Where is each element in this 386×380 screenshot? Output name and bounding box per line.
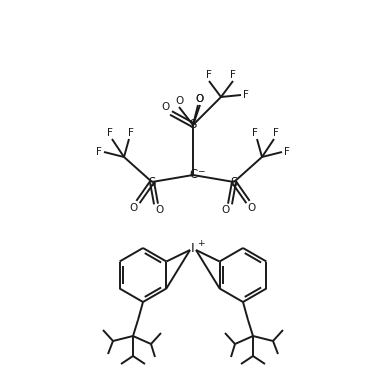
- Text: O: O: [156, 205, 164, 215]
- Text: F: F: [284, 147, 290, 157]
- Text: S: S: [189, 119, 197, 131]
- Text: F: F: [96, 147, 102, 157]
- Text: S: S: [148, 176, 156, 188]
- Text: −: −: [197, 166, 205, 176]
- Text: S: S: [230, 176, 238, 188]
- Text: O: O: [130, 203, 138, 213]
- Text: F: F: [206, 70, 212, 80]
- Text: O: O: [196, 94, 204, 104]
- Text: F: F: [273, 128, 279, 138]
- Text: O: O: [175, 96, 183, 106]
- Text: F: F: [107, 128, 113, 138]
- Text: O: O: [196, 94, 204, 104]
- Text: F: F: [128, 128, 134, 138]
- Text: O: O: [222, 205, 230, 215]
- Text: F: F: [230, 70, 236, 80]
- Text: I: I: [191, 242, 195, 255]
- Text: F: F: [252, 128, 258, 138]
- Text: O: O: [162, 102, 170, 112]
- Text: C: C: [190, 168, 198, 182]
- Text: +: +: [197, 239, 205, 247]
- Text: O: O: [248, 203, 256, 213]
- Text: F: F: [243, 90, 249, 100]
